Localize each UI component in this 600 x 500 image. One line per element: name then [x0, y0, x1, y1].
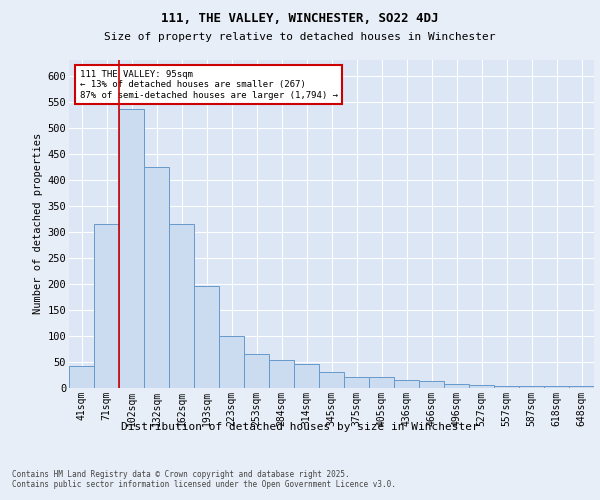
Text: Size of property relative to detached houses in Winchester: Size of property relative to detached ho… [104, 32, 496, 42]
Text: 111, THE VALLEY, WINCHESTER, SO22 4DJ: 111, THE VALLEY, WINCHESTER, SO22 4DJ [161, 12, 439, 26]
Bar [519, 386, 544, 388]
Bar [194, 286, 219, 388]
Bar [94, 224, 119, 388]
Bar [419, 382, 444, 388]
Text: Contains HM Land Registry data © Crown copyright and database right 2025.
Contai: Contains HM Land Registry data © Crown c… [12, 470, 396, 490]
Bar [119, 110, 144, 388]
Text: Distribution of detached houses by size in Winchester: Distribution of detached houses by size … [121, 422, 479, 432]
Bar [394, 380, 419, 388]
Text: 111 THE VALLEY: 95sqm
← 13% of detached houses are smaller (267)
87% of semi-det: 111 THE VALLEY: 95sqm ← 13% of detached … [79, 70, 337, 100]
Bar [244, 354, 269, 388]
Bar [494, 386, 519, 388]
Bar [294, 364, 319, 388]
Bar [169, 224, 194, 388]
Bar [319, 372, 344, 388]
Bar [544, 386, 569, 388]
Bar [569, 386, 594, 388]
Bar [219, 336, 244, 388]
Bar [144, 166, 169, 388]
Y-axis label: Number of detached properties: Number of detached properties [34, 133, 43, 314]
Bar [369, 377, 394, 388]
Bar [469, 385, 494, 388]
Bar [344, 377, 369, 388]
Bar [269, 360, 294, 388]
Bar [444, 384, 469, 388]
Bar [69, 366, 94, 388]
